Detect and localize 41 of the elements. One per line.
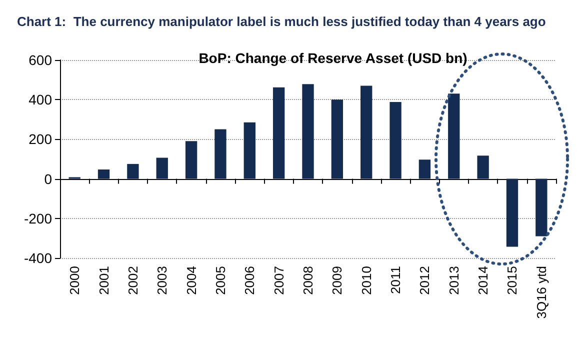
x-tick-label: 2005 (212, 266, 228, 295)
x-tick-label: 2000 (67, 266, 82, 295)
x-tick-label: 2004 (184, 266, 199, 295)
y-tick-label: -400 (24, 250, 52, 266)
x-tick-label: 2014 (476, 266, 491, 295)
x-tick-label: 2008 (300, 266, 316, 295)
chart-title: Chart 1: The currency manipulator label is much less justified today than 4 years ago (17, 14, 546, 29)
bar (418, 160, 431, 179)
x-tick-label: 2012 (417, 266, 432, 295)
bar (244, 122, 256, 179)
y-tick-label: -200 (24, 210, 52, 226)
x-tick-label: 2007 (271, 266, 286, 295)
x-tick-label: 2003 (154, 266, 170, 295)
x-tick-label: 2002 (125, 266, 140, 295)
x-tick-label: 2009 (330, 266, 345, 295)
bar (272, 87, 285, 179)
bar (156, 158, 168, 179)
bar (185, 141, 198, 179)
bar (390, 102, 402, 179)
chart-subtitle: BoP: Change of Reserve Asset (USD bn) (198, 50, 468, 66)
y-tick-label: 600 (28, 52, 52, 68)
x-tick-label: 2010 (358, 266, 374, 295)
x-tick-label: 2001 (96, 266, 112, 295)
bar (98, 169, 110, 179)
x-tick-label: 2006 (242, 266, 258, 295)
y-tick-label: 400 (28, 92, 52, 108)
x-tick-label: 2011 (388, 266, 404, 294)
x-tick-label: 3Q16 ytd (534, 266, 549, 319)
bar (536, 178, 548, 236)
x-tick-label: 2015 (504, 266, 520, 295)
y-tick-label: 200 (28, 131, 52, 148)
bar (331, 100, 344, 179)
bar (302, 84, 314, 179)
y-tick-label: 0 (44, 170, 52, 187)
x-tick-label: 2013 (446, 266, 462, 295)
bar (214, 129, 226, 179)
bar (506, 178, 518, 247)
bar (477, 156, 489, 179)
bar (360, 86, 372, 179)
bar (448, 94, 460, 179)
bar (127, 164, 139, 179)
